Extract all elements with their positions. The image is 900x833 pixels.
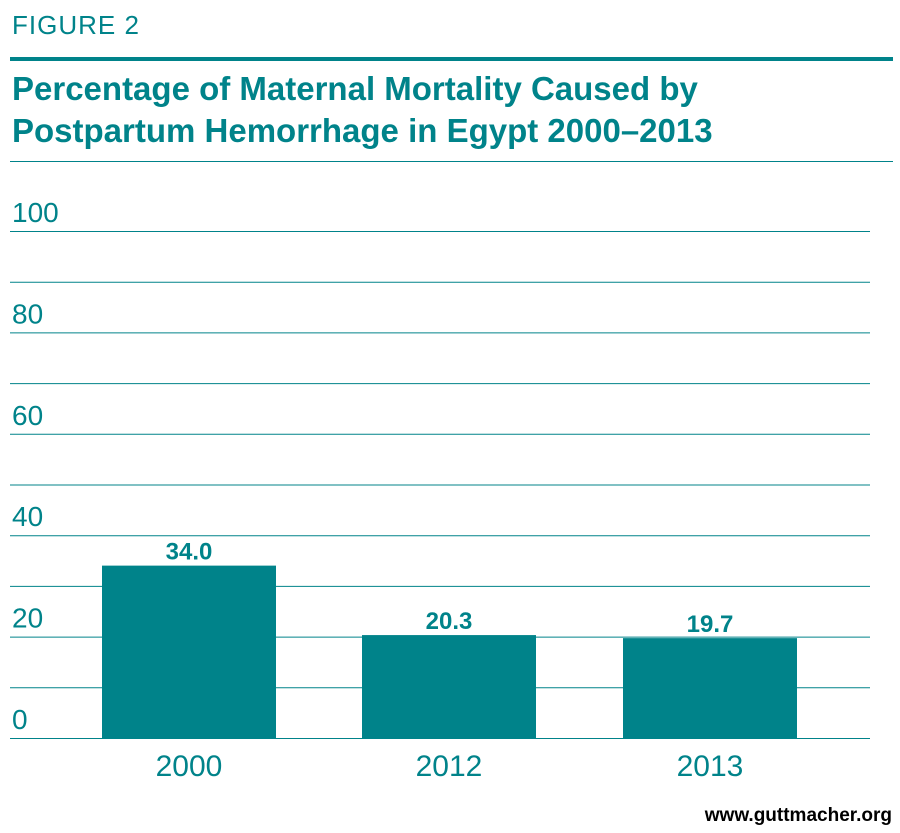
source-url: www.guttmacher.org <box>704 805 892 826</box>
y-tick-label: 100 <box>12 197 59 228</box>
y-tick-label: 80 <box>12 298 43 329</box>
x-tick-label: 2000 <box>156 750 223 783</box>
bar <box>102 565 276 738</box>
y-tick-label: 60 <box>12 400 43 431</box>
y-tick-label: 0 <box>12 704 28 735</box>
bar <box>623 638 797 738</box>
data-label: 20.3 <box>426 608 473 635</box>
x-tick-label: 2012 <box>416 750 483 783</box>
data-label: 19.7 <box>687 611 734 638</box>
data-label: 34.0 <box>166 539 213 566</box>
y-tick-label: 20 <box>12 603 43 634</box>
x-tick-label: 2013 <box>677 750 744 783</box>
y-tick-label: 40 <box>12 501 43 532</box>
chart-title: Percentage of Maternal Mortality Caused … <box>12 70 713 149</box>
title-rule <box>10 161 893 162</box>
top-rule <box>10 57 893 61</box>
figure-label: FIGURE 2 <box>12 10 140 40</box>
bar <box>362 635 536 738</box>
